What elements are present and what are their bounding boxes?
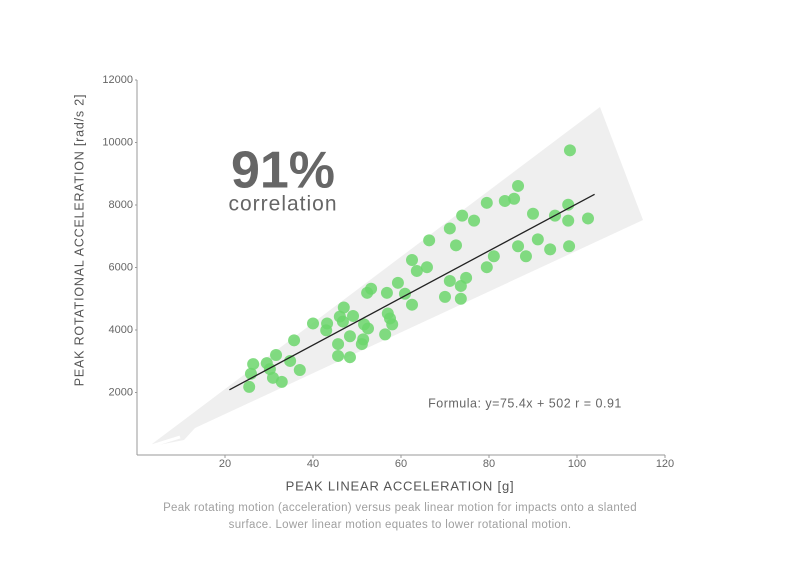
point <box>332 338 345 351</box>
point <box>406 298 418 311</box>
x-tick-label: 100 <box>568 458 586 470</box>
point <box>410 264 423 277</box>
point <box>293 364 306 376</box>
y-tick-label: 2000 <box>109 386 133 398</box>
point <box>247 358 260 371</box>
point <box>480 261 493 274</box>
point <box>527 207 539 220</box>
arrowhead <box>144 419 181 450</box>
point <box>336 315 349 328</box>
point <box>332 349 345 362</box>
point <box>582 212 594 225</box>
point <box>391 276 404 289</box>
x-axis-label: PEAK LINEAR ACCELERATION [g] <box>286 478 515 493</box>
point <box>450 239 462 252</box>
point <box>468 214 481 227</box>
point <box>362 322 374 335</box>
point <box>379 328 392 341</box>
point <box>406 254 418 266</box>
trendline <box>229 193 595 391</box>
point <box>512 179 525 192</box>
point <box>498 194 511 207</box>
point <box>270 349 283 361</box>
headline: 91% <box>231 142 335 200</box>
x-tick-label: 60 <box>395 458 407 470</box>
point <box>337 301 350 314</box>
point <box>443 222 456 235</box>
point <box>343 330 356 343</box>
point <box>460 271 473 284</box>
point <box>284 354 297 367</box>
y-tick-label: 10000 <box>102 136 133 148</box>
point <box>508 192 521 205</box>
y-tick-label: 6000 <box>109 261 133 273</box>
point <box>562 198 575 211</box>
point <box>443 274 456 287</box>
point <box>563 144 576 157</box>
x-tick-label: 120 <box>656 458 674 470</box>
point <box>386 318 399 331</box>
caption: Peak rotating motion (acceleration) vers… <box>163 502 637 531</box>
x-tick-label: 40 <box>307 458 319 470</box>
formula: Formula: y=75.4x + 502 r = 0.91 <box>428 396 622 410</box>
point <box>420 261 433 274</box>
point <box>307 317 319 330</box>
point <box>321 317 334 330</box>
point <box>243 380 256 393</box>
point <box>456 209 469 222</box>
point <box>512 240 525 253</box>
x-tick-label: 20 <box>219 458 231 470</box>
headline-sub: correlation <box>228 193 337 216</box>
y-tick-label: 4000 <box>109 324 133 336</box>
point <box>380 286 393 299</box>
point <box>454 292 467 305</box>
point <box>563 240 576 253</box>
point <box>519 250 532 263</box>
y-axis-label: PEAK ROTATIONAL ACCELERATION [rad/s 2] <box>72 94 86 387</box>
point <box>288 334 301 347</box>
point <box>531 233 544 246</box>
point <box>487 250 500 263</box>
point <box>562 214 575 227</box>
point <box>423 234 436 247</box>
point <box>480 196 493 209</box>
point <box>544 243 557 256</box>
y-tick-label: 12000 <box>102 74 133 86</box>
point <box>357 333 370 346</box>
y-tick-label: 8000 <box>109 199 133 211</box>
x-tick-label: 80 <box>483 458 495 470</box>
point <box>365 282 378 295</box>
point <box>275 375 288 388</box>
point <box>439 290 451 303</box>
point <box>347 309 360 322</box>
point <box>343 351 356 364</box>
